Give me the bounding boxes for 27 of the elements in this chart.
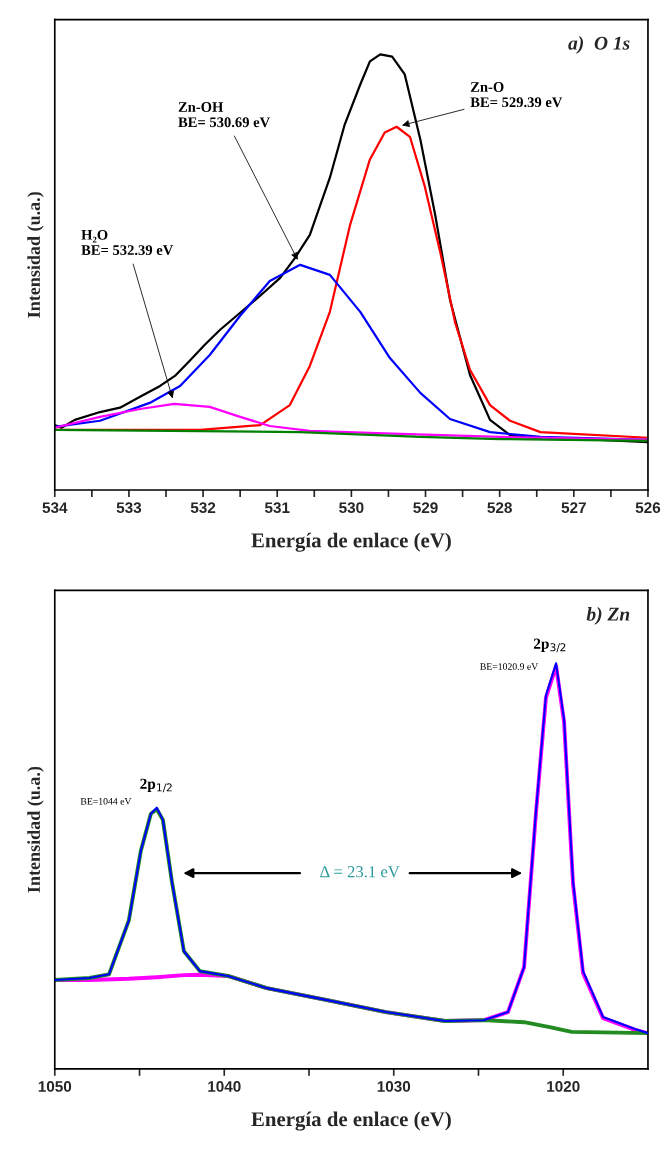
text: a) O 1s [568, 36, 630, 54]
annotation: BE=1020.9 eV [480, 663, 539, 670]
x-tick-label: 533 [116, 502, 142, 514]
text: b) Zn [586, 607, 630, 625]
annotation: BE=1044 eV [80, 798, 132, 805]
x-axis-title: Energía de enlace (eV) [251, 1111, 451, 1131]
annotation: 2p$_{1/2}$ [140, 778, 172, 793]
x-tick-label: 534 [42, 502, 68, 514]
x-tick-label: 530 [339, 502, 364, 514]
x-tick-label: 528 [487, 502, 512, 514]
x-tick-label: 527 [561, 502, 586, 514]
x-tick-label: 1020 [547, 1081, 580, 1092]
x-axis-title: Energía de enlace (eV) [251, 532, 451, 552]
annotation: Δ = 23.1 eV [320, 866, 400, 878]
x-tick-label: 1040 [208, 1081, 241, 1092]
text: 2p$_{3/2}$ [533, 638, 566, 653]
annotation: H₂O BE= 532.39 eV [81, 229, 174, 256]
x-tick-label: 526 [635, 502, 661, 514]
annotation: Zn-OH BE= 530.69 eV [178, 102, 270, 128]
x-tick-label: 532 [190, 502, 216, 514]
annotation: Zn-O BE= 529.39 eV [470, 82, 563, 108]
x-tick-label: 1030 [377, 1081, 411, 1092]
x-tick-label: 531 [264, 502, 290, 514]
y-axis-title: Intensidad (u.a.) [27, 766, 44, 893]
x-tick-label: 1050 [38, 1081, 72, 1092]
x-tick-label: 529 [413, 502, 438, 514]
y-axis-title: Intensidad (u.a.) [27, 192, 44, 318]
